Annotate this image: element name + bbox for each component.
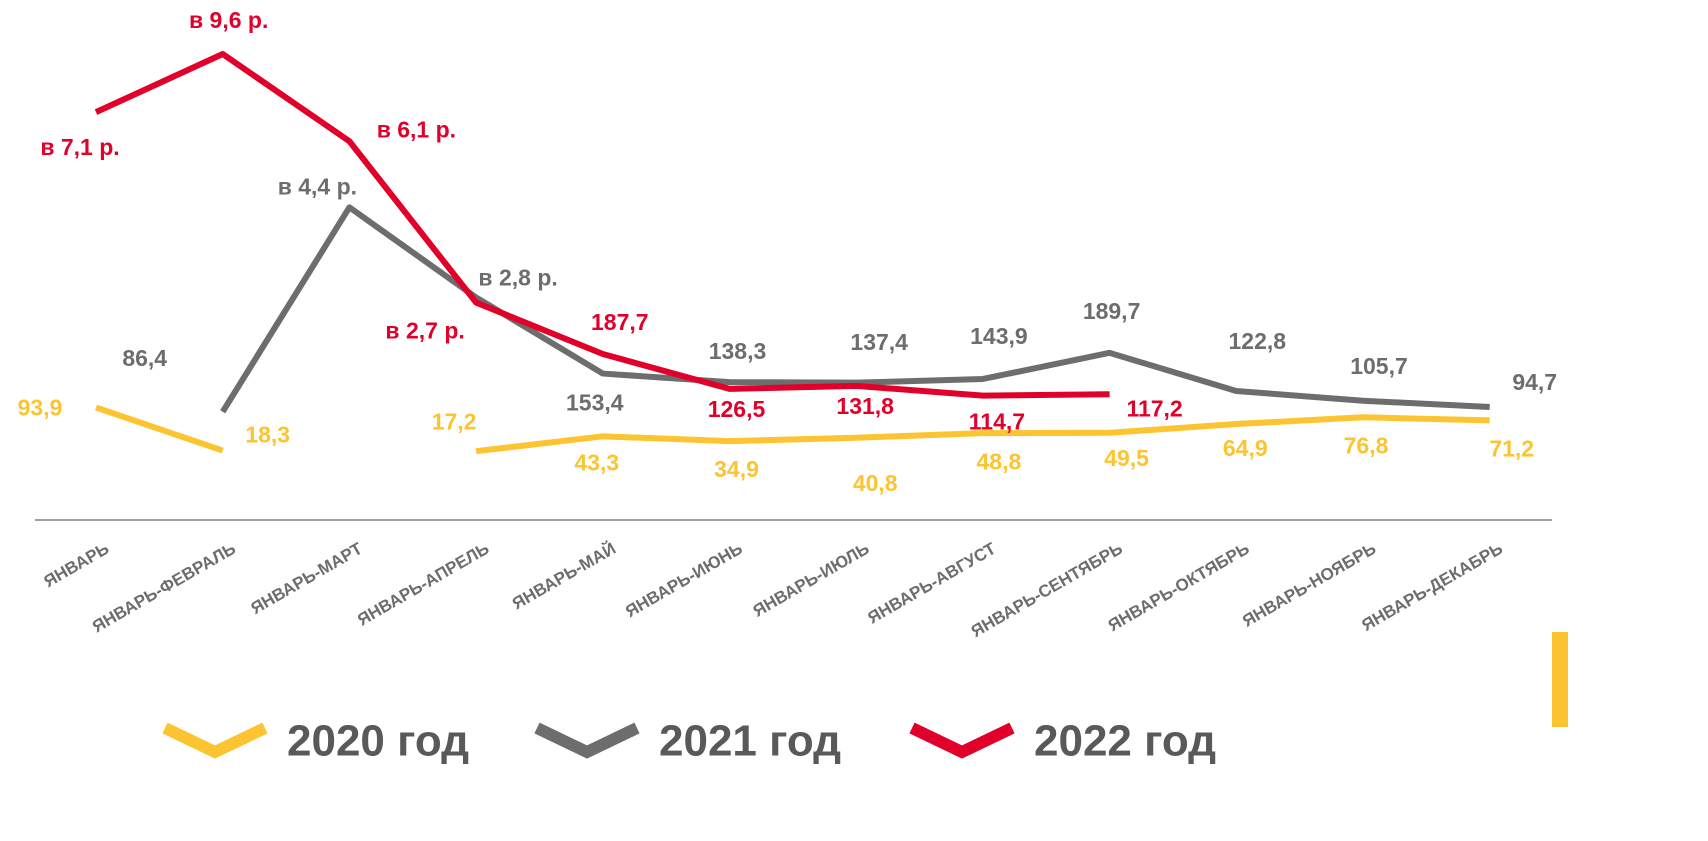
data-label: в 2,8 р. — [478, 264, 557, 290]
data-label: 49,5 — [1104, 445, 1149, 471]
data-label: 48,8 — [977, 448, 1022, 474]
decor-bar — [1552, 632, 1568, 727]
data-label: 114,7 — [969, 409, 1025, 435]
data-label: в 7,1 р. — [40, 134, 119, 160]
data-label: 93,9 — [18, 395, 63, 421]
x-tick-label: ЯНВАРЬ-ДЕКАБРЬ — [1358, 539, 1505, 635]
data-label: 34,9 — [714, 456, 759, 482]
data-label: 76,8 — [1344, 432, 1389, 458]
legend-label: 2021 год — [659, 717, 841, 766]
data-label: 94,7 — [1512, 369, 1557, 395]
x-tick-label: ЯНВАРЬ-НОЯБРЬ — [1239, 539, 1379, 631]
data-label: 189,7 — [1083, 298, 1141, 324]
series-line — [95, 404, 1490, 455]
data-label: 40,8 — [853, 470, 898, 496]
data-label: 117,2 — [1126, 395, 1182, 421]
x-tick-label: ЯНВАРЬ-МАЙ — [509, 539, 619, 613]
legend-icon — [162, 722, 268, 759]
data-label: 126,5 — [708, 396, 766, 422]
series-line — [220, 204, 1490, 414]
x-tick-label: ЯНВАРЬ — [41, 539, 113, 591]
series-line — [94, 51, 1110, 399]
x-tick-label: ЯНВАРЬ-ОКТЯБРЬ — [1105, 539, 1253, 635]
data-label: в 2,7 р. — [385, 318, 464, 344]
data-label: 17,2 — [432, 408, 477, 434]
data-label: 71,2 — [1489, 435, 1534, 461]
data-label: 122,8 — [1229, 328, 1287, 354]
x-tick-label: ЯНВАРЬ-МАРТ — [248, 539, 367, 618]
data-label: 138,3 — [709, 338, 767, 364]
data-label: 43,3 — [574, 449, 619, 475]
data-label: 143,9 — [970, 323, 1028, 349]
x-tick-label: ЯНВАРЬ-АВГУСТ — [865, 539, 1000, 628]
data-label: 64,9 — [1223, 435, 1268, 461]
data-label: 153,4 — [566, 390, 624, 416]
data-label: 86,4 — [122, 345, 167, 371]
data-label: в 4,4 р. — [278, 173, 357, 199]
data-label: 131,8 — [836, 393, 894, 419]
legend-label: 2022 год — [1034, 717, 1216, 766]
data-label: в 9,6 р. — [189, 7, 268, 33]
x-tick-label: ЯНВАРЬ-ФЕВРАЛЬ — [89, 539, 239, 636]
legend-icon — [909, 722, 1015, 759]
data-label: 137,4 — [850, 329, 908, 355]
legend-label: 2020 год — [287, 717, 469, 766]
data-label: в 6,1 р. — [377, 116, 456, 142]
data-label: 105,7 — [1350, 353, 1408, 379]
x-tick-label: ЯНВАРЬ-ИЮНЬ — [622, 539, 746, 621]
data-label: 18,3 — [245, 422, 290, 448]
x-tick-label: ЯНВАРЬ-ИЮЛЬ — [750, 539, 873, 621]
data-label: 187,7 — [591, 309, 649, 335]
x-tick-label: ЯНВАРЬ-АПРЕЛЬ — [354, 539, 492, 630]
legend-icon — [534, 722, 640, 759]
